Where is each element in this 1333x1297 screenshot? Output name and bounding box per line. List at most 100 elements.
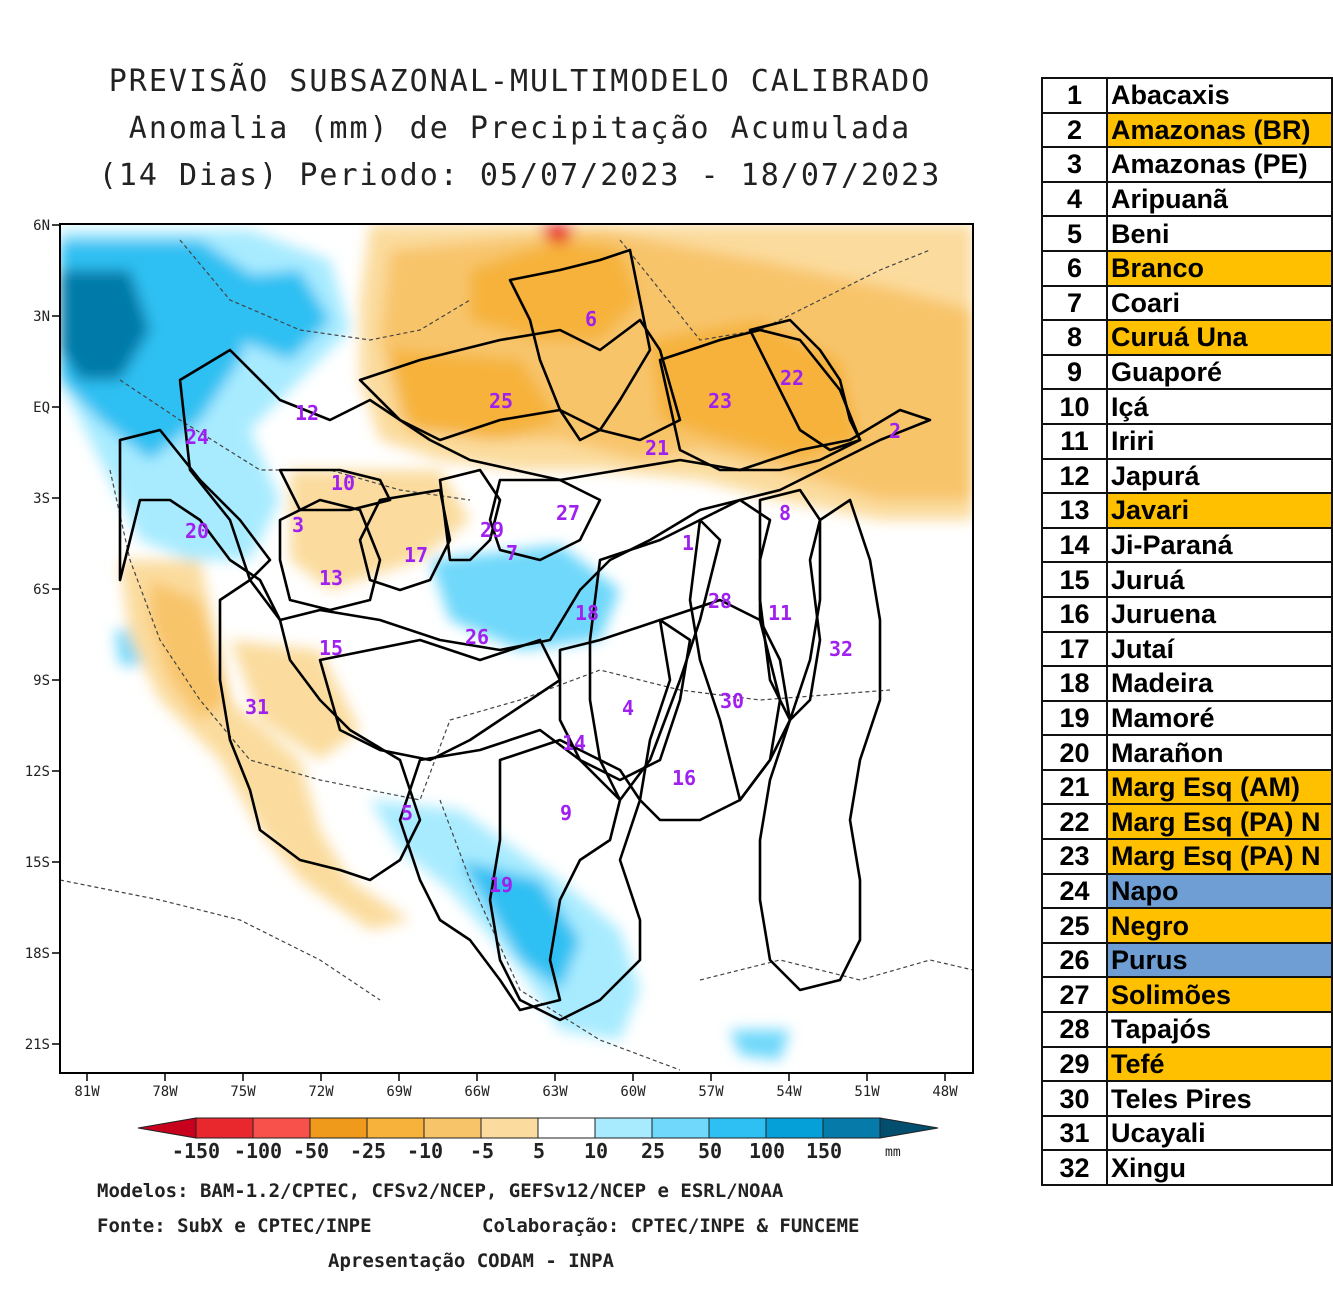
colorbar-label: -10 — [407, 1139, 443, 1163]
legend-row: 26 Purus — [1040, 941, 1333, 979]
map-frame — [59, 223, 974, 1074]
lon-label: 66W — [464, 1084, 490, 1100]
basin-number: 6 — [585, 307, 597, 331]
basin-number: 15 — [319, 636, 343, 660]
lat-label: 3S — [33, 491, 50, 507]
basin-number: 2 — [889, 419, 901, 443]
legend-basin-name: Solimões — [1106, 976, 1333, 1014]
legend-number: 7 — [1040, 284, 1109, 322]
legend-number: 14 — [1040, 526, 1109, 564]
basin-number: 24 — [185, 425, 209, 449]
colorbar-label: -5 — [470, 1139, 494, 1163]
legend-number: 2 — [1040, 111, 1109, 149]
legend-row: 6 Branco — [1040, 249, 1333, 287]
footer-presentation: Apresentação CODAM - INPA — [328, 1250, 614, 1272]
colorbar-label: 10 — [584, 1139, 608, 1163]
legend-number: 6 — [1040, 249, 1109, 287]
colorbar-label: -100 — [234, 1139, 282, 1163]
legend-row: 7 Coari — [1040, 284, 1333, 322]
legend-basin-name: Beni — [1106, 215, 1333, 252]
legend-basin-name: Javari — [1106, 492, 1333, 529]
legend-row: 21 Marg Esq (AM) — [1040, 768, 1333, 806]
colorbar-swatch — [594, 1117, 653, 1139]
colorbar-swatch — [879, 1117, 939, 1139]
basin-number: 25 — [489, 389, 513, 413]
legend-number: 30 — [1040, 1080, 1109, 1117]
legend-row: 25 Negro — [1040, 907, 1333, 944]
basin-number: 17 — [404, 543, 428, 567]
legend-row: 9 Guaporé — [1040, 353, 1333, 391]
legend-basin-name: Tapajós — [1106, 1011, 1333, 1048]
legend-number: 15 — [1040, 561, 1109, 598]
colorbar-unit: mm — [885, 1145, 901, 1160]
colorbar-swatch — [366, 1117, 425, 1139]
legend-number: 23 — [1040, 838, 1109, 875]
basin-legend-table: 1 Abacaxis 2 Amazonas (BR) 3 Amazonas (PE) 4 Ar… — [1040, 77, 1333, 1186]
basin-number: 31 — [245, 695, 269, 719]
legend-basin-name: Marg Esq (PA) N — [1106, 838, 1333, 875]
basin-number: 20 — [185, 519, 209, 543]
legend-basin-name: Guaporé — [1106, 353, 1333, 391]
basin-outlines — [118, 248, 932, 1022]
legend-row: 1 Abacaxis — [1040, 77, 1333, 114]
legend-number: 27 — [1040, 976, 1109, 1014]
legend-row: 23 Marg Esq (PA) N — [1040, 838, 1333, 875]
legend-row: 29 Tefé — [1040, 1045, 1333, 1083]
legend-row: 10 Içá — [1040, 388, 1333, 425]
legend-number: 18 — [1040, 665, 1109, 702]
colorbar-swatch — [137, 1117, 197, 1139]
footer-source: Fonte: SubX e CPTEC/INPE — [97, 1215, 372, 1237]
legend-number: 1 — [1040, 77, 1109, 114]
precipitation-anomaly-map: 6N 3N EQ 3S 6S 9S 12S 15S 18S 21S 81W 78… — [25, 218, 974, 1163]
lat-label: 3N — [33, 309, 50, 325]
legend-basin-name: Napo — [1106, 872, 1333, 910]
lon-label: 75W — [230, 1084, 256, 1100]
legend-number: 22 — [1040, 803, 1109, 841]
lat-label: 12S — [25, 764, 50, 780]
footer-models: Modelos: BAM-1.2/CPTEC, CFSv2/NCEP, GEFS… — [97, 1180, 784, 1202]
lat-label: 6S — [33, 582, 50, 598]
legend-row: 14 Ji-Paraná — [1040, 526, 1333, 564]
legend-row: 19 Mamoré — [1040, 699, 1333, 737]
legend-row: 2 Amazonas (BR) — [1040, 111, 1333, 149]
colorbar-labels: -150 -100 -50 -25 -10 -5 5 10 25 50 100 … — [172, 1139, 842, 1163]
legend-row: 22 Marg Esq (PA) N — [1040, 803, 1333, 841]
lon-label: 69W — [386, 1084, 412, 1100]
basin-number: 16 — [672, 766, 696, 790]
legend-basin-name: Amazonas (PE) — [1106, 146, 1333, 183]
legend-basin-name: Mamoré — [1106, 699, 1333, 737]
legend-number: 8 — [1040, 319, 1109, 356]
legend-row: 27 Solimões — [1040, 976, 1333, 1014]
legend-number: 19 — [1040, 699, 1109, 737]
colorbar-swatch — [480, 1117, 539, 1139]
lat-label: EQ — [33, 400, 50, 416]
legend-row: 24 Napo — [1040, 872, 1333, 910]
basin-number: 21 — [645, 436, 669, 460]
lat-label: 21S — [25, 1037, 50, 1053]
legend-row: 12 Japurá — [1040, 457, 1333, 495]
basin-number: 22 — [780, 366, 804, 390]
map-title-line-1: PREVISÃO SUBSAZONAL-MULTIMODELO CALIBRAD… — [108, 64, 932, 99]
legend-number: 29 — [1040, 1045, 1109, 1083]
legend-number: 26 — [1040, 941, 1109, 979]
longitude-ticks — [86, 1073, 946, 1081]
legend-row: 5 Beni — [1040, 215, 1333, 252]
basin-number: 7 — [506, 541, 518, 565]
legend-basin-name: Jutaí — [1106, 630, 1333, 668]
colorbar-swatch — [651, 1117, 710, 1139]
legend-number: 11 — [1040, 422, 1109, 460]
legend-row: 31 Ucayali — [1040, 1114, 1333, 1152]
colorbar-swatch — [195, 1117, 254, 1139]
legend-number: 24 — [1040, 872, 1109, 910]
colorbar-label: -25 — [350, 1139, 386, 1163]
legend-number: 17 — [1040, 630, 1109, 668]
colorbar-swatch — [765, 1117, 824, 1139]
legend-row: 32 Xingu — [1040, 1149, 1333, 1186]
legend-basin-name: Marañon — [1106, 734, 1333, 771]
colorbar-swatch — [537, 1117, 596, 1139]
legend-basin-name: Curuá Una — [1106, 319, 1333, 356]
legend-row: 4 Aripuanã — [1040, 180, 1333, 218]
legend-basin-name: Iriri — [1106, 422, 1333, 460]
map-title-line-3: (14 Dias) Periodo: 05/07/2023 - 18/07/20… — [98, 158, 942, 193]
basin-number: 1 — [682, 531, 694, 555]
